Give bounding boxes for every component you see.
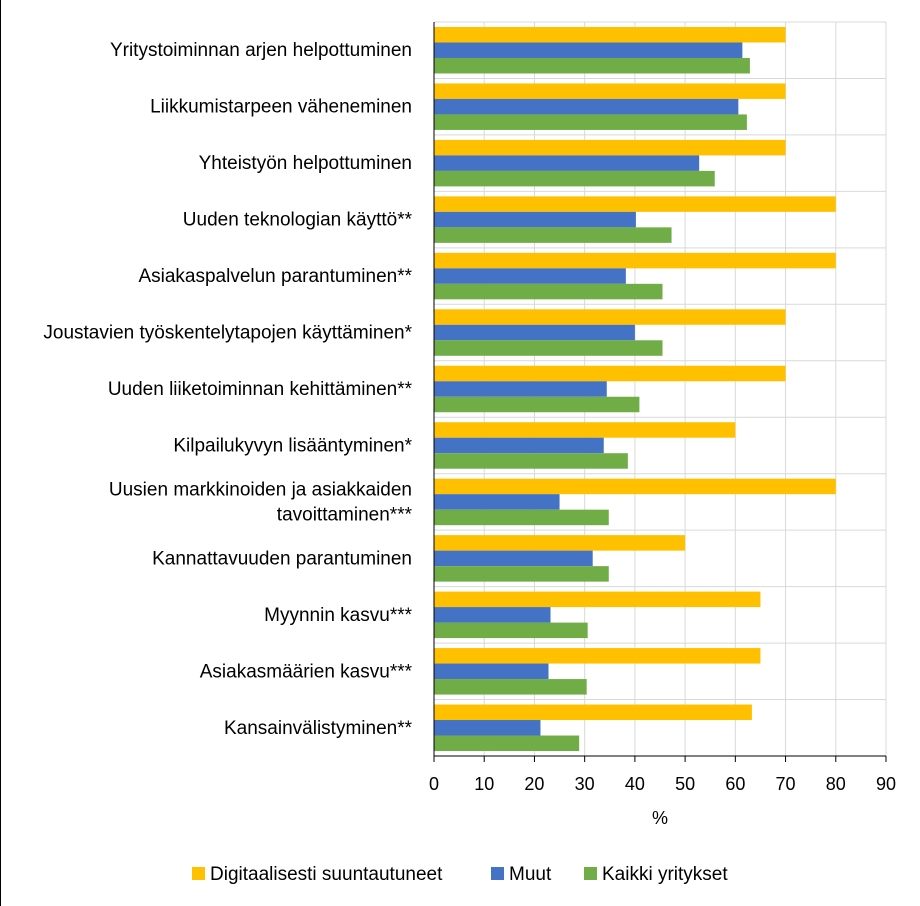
bar xyxy=(434,648,761,664)
bar xyxy=(434,494,560,510)
category-label: Kilpailukyvyn lisääntyminen* xyxy=(173,435,412,456)
x-tick-label: 80 xyxy=(826,774,846,794)
bar xyxy=(434,453,628,469)
bar xyxy=(434,591,761,608)
x-tick-label: 40 xyxy=(625,774,645,794)
legend-label: Digitaalisesti suuntautuneet xyxy=(210,864,443,885)
bar xyxy=(434,478,836,495)
x-axis-title: % xyxy=(652,808,668,828)
x-tick-label: 0 xyxy=(429,774,439,794)
legend-swatch xyxy=(491,867,504,880)
bar xyxy=(434,83,786,99)
category-label: Joustavien työskentelytapojen käyttämine… xyxy=(43,323,412,344)
category-label: Yritystoiminnan arjen helpottuminen xyxy=(110,40,412,61)
x-tick-label: 70 xyxy=(776,774,796,794)
bar xyxy=(434,252,836,269)
bar xyxy=(434,720,541,736)
bar xyxy=(434,98,739,115)
bar xyxy=(434,381,607,397)
category-label: Asiakasmäärien kasvu*** xyxy=(200,661,413,682)
bar xyxy=(434,607,551,623)
x-tick-label: 20 xyxy=(524,774,544,794)
legend-label: Kaikki yritykset xyxy=(602,864,728,885)
bar xyxy=(434,566,609,582)
bar xyxy=(434,227,672,243)
category-label: Yhteistyön helpottuminen xyxy=(199,153,412,174)
category-label: Kannattavuuden parantuminen xyxy=(152,548,412,569)
category-label: Uuden teknologian käyttö** xyxy=(183,210,413,231)
bar xyxy=(434,735,580,752)
legend-label: Muut xyxy=(509,864,552,885)
bar xyxy=(434,622,588,639)
bar xyxy=(434,437,604,454)
bar xyxy=(434,114,747,130)
x-tick-label: 90 xyxy=(876,774,896,794)
bar xyxy=(434,663,549,680)
bar xyxy=(434,679,587,695)
bar xyxy=(434,155,700,171)
bar xyxy=(434,170,715,187)
legend-swatch xyxy=(584,867,597,880)
bar xyxy=(434,324,635,341)
legend-swatch xyxy=(192,867,205,880)
x-tick-label: 10 xyxy=(474,774,494,794)
x-tick-label: 30 xyxy=(575,774,595,794)
bar xyxy=(434,57,750,74)
category-label: Myynnin kasvu*** xyxy=(264,605,412,626)
category-label: Asiakaspalvelun parantuminen** xyxy=(138,266,412,287)
bar xyxy=(434,26,786,43)
bar xyxy=(434,422,736,438)
x-tick-label: 50 xyxy=(675,774,695,794)
bar xyxy=(434,704,752,721)
bar xyxy=(434,139,786,156)
bar xyxy=(434,340,663,356)
bar xyxy=(434,196,836,212)
category-label: Kansainvälistyminen** xyxy=(224,718,413,739)
category-label: Uuden liiketoiminnan kehittäminen** xyxy=(108,379,413,400)
category-label: Liikkumistarpeen väheneminen xyxy=(150,97,412,118)
bar xyxy=(434,309,786,325)
bar xyxy=(434,365,786,382)
bar xyxy=(434,550,593,567)
category-label: tavoittaminen*** xyxy=(277,504,413,525)
category-label: Uusien markkinoiden ja asiakkaiden xyxy=(109,479,412,500)
bar xyxy=(434,509,609,526)
bar xyxy=(434,268,626,284)
bar xyxy=(434,283,663,300)
x-tick-label: 60 xyxy=(725,774,745,794)
bar xyxy=(434,42,743,58)
bar xyxy=(434,396,640,413)
bar xyxy=(434,535,686,551)
bar xyxy=(434,211,636,228)
